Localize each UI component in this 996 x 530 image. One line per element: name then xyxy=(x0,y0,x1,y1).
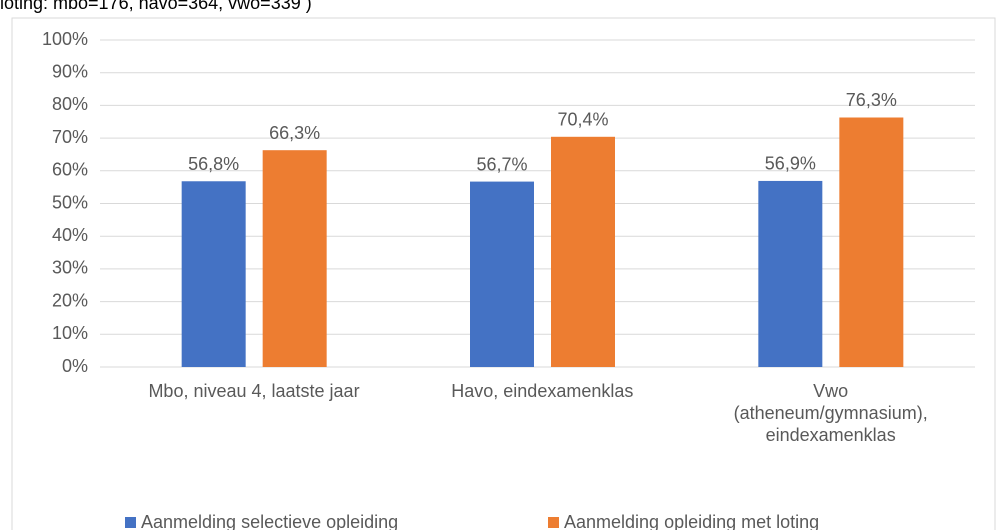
chart-title: loting: mbo=176, havo=364, vwo=339 ) xyxy=(0,0,312,13)
data-label: 56,7% xyxy=(476,154,527,174)
y-tick-label: 70% xyxy=(52,127,88,147)
y-tick-label: 80% xyxy=(52,94,88,114)
bar xyxy=(262,150,327,367)
bar xyxy=(470,181,534,367)
data-label: 76,3% xyxy=(846,90,897,110)
x-tick-label: Mbo, niveau 4, laatste jaar xyxy=(148,381,360,401)
y-tick-label: 20% xyxy=(52,290,88,310)
data-label: 56,9% xyxy=(765,154,816,174)
data-label: 56,8% xyxy=(188,154,239,174)
y-tick-label: 100% xyxy=(42,29,88,49)
y-tick-label: 40% xyxy=(52,225,88,245)
y-tick-label: 50% xyxy=(52,192,88,212)
legend-swatch xyxy=(125,517,136,528)
bar xyxy=(181,181,246,367)
bar xyxy=(758,180,823,367)
data-label: 70,4% xyxy=(557,110,608,130)
bar xyxy=(551,136,615,367)
y-tick-label: 90% xyxy=(52,61,88,81)
x-tick-label: Vwo (atheneum/gymnasium), eindexamenklas xyxy=(733,381,928,445)
y-tick-label: 60% xyxy=(52,160,88,180)
legend-label: Aanmelding selectieve opleiding xyxy=(141,512,398,530)
chart-frame xyxy=(11,17,996,530)
data-label: 66,3% xyxy=(269,123,320,143)
legend-swatch xyxy=(548,517,559,528)
x-tick-label: Havo, eindexamenklas xyxy=(451,381,634,401)
y-tick-label: 0% xyxy=(62,356,88,376)
bar xyxy=(839,117,904,368)
legend-label: Aanmelding opleiding met loting xyxy=(564,512,819,530)
y-tick-label: 10% xyxy=(52,323,88,343)
y-tick-label: 30% xyxy=(52,258,88,278)
